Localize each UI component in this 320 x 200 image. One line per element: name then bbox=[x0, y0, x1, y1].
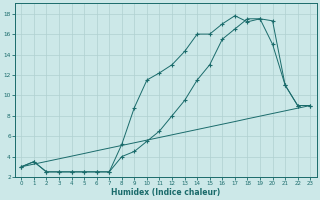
X-axis label: Humidex (Indice chaleur): Humidex (Indice chaleur) bbox=[111, 188, 220, 197]
